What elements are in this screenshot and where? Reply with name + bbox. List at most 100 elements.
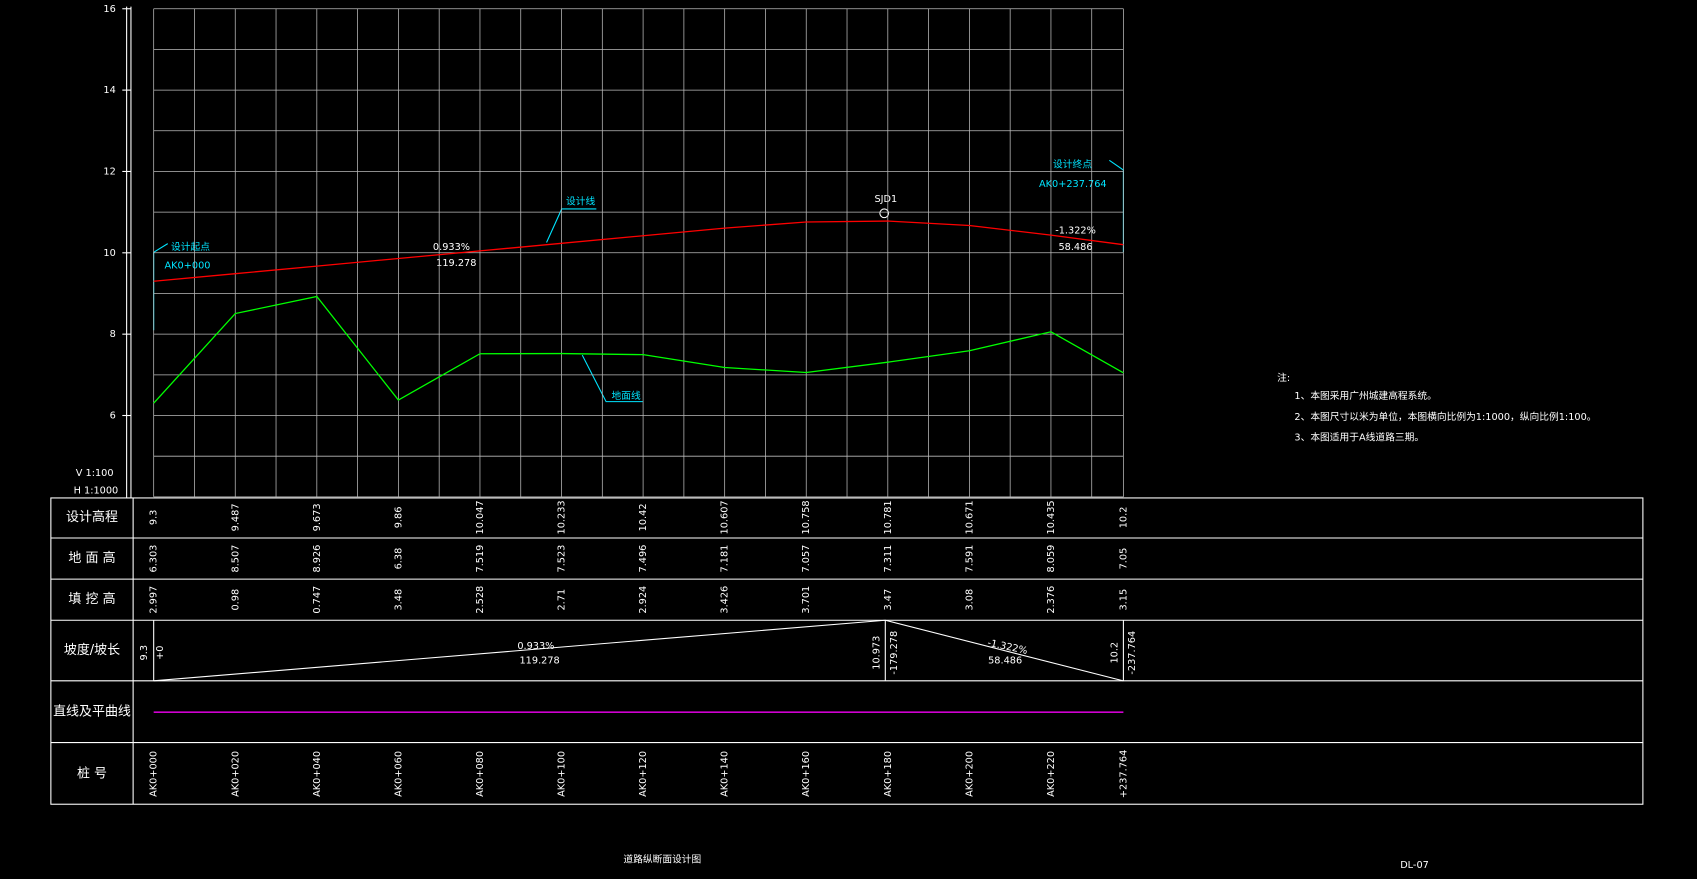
- scale-label: H 1:1000: [74, 485, 119, 496]
- ground-elevation: 8.507: [230, 545, 241, 573]
- series-line: [153, 220, 1124, 282]
- y-tick-label: 6: [110, 411, 116, 422]
- fill-cut: 0.98: [230, 589, 241, 611]
- grade-label: -1.322%: [986, 638, 1028, 657]
- grade-label: 119.278: [519, 655, 559, 666]
- note: 1、本图采用广州城建高程系统。: [1294, 389, 1436, 402]
- station: AK0+200: [964, 751, 975, 797]
- fill-cut: 3.47: [883, 589, 894, 611]
- grade-label: 0.933%: [517, 641, 554, 652]
- station: AK0+160: [801, 751, 812, 797]
- scale-label: V 1:100: [76, 468, 114, 479]
- design-elevation: 10.2: [1118, 507, 1129, 529]
- y-tick-label: 14: [103, 85, 115, 96]
- fill-cut: 3.48: [393, 589, 404, 611]
- design-elevation: 9.3: [149, 510, 160, 525]
- ground-elevation: 6.38: [393, 548, 404, 570]
- station: AK0+140: [720, 751, 731, 797]
- grade-label: -179.278: [889, 631, 900, 675]
- annotation: -1.322%: [1055, 226, 1096, 237]
- design-elevation: 10.758: [801, 500, 812, 534]
- design-elevation: 9.487: [230, 503, 241, 531]
- design-elevation: 10.781: [883, 500, 894, 534]
- notes-title: 注:: [1277, 371, 1290, 384]
- fill-cut: 2.71: [557, 589, 568, 611]
- drawing-title: 道路纵断面设计图: [623, 852, 701, 865]
- fill-cut: 3.701: [801, 586, 812, 614]
- grade-label: 10.2: [1110, 642, 1121, 664]
- fill-cut: 2.924: [638, 586, 649, 614]
- ground-elevation: 7.057: [801, 545, 812, 573]
- leader: [153, 243, 169, 331]
- pvi-marker: [879, 208, 890, 219]
- design-elevation: 10.42: [638, 503, 649, 531]
- design-elevation: 10.435: [1046, 500, 1057, 534]
- drawing-code: DL-07: [1400, 860, 1429, 871]
- station: AK0+100: [557, 751, 568, 797]
- table-frame: [50, 497, 1644, 805]
- row-header: 设计高程: [66, 509, 118, 525]
- y-tick-label: 16: [103, 4, 115, 15]
- station: AK0+120: [638, 751, 649, 797]
- ground-elevation: 6.303: [149, 545, 160, 573]
- annotation: 119.278: [436, 258, 476, 269]
- station: AK0+220: [1046, 751, 1057, 797]
- row-header: 地 面 高: [68, 550, 115, 566]
- ground-elevation: 8.926: [312, 545, 323, 573]
- fill-cut: 0.747: [312, 586, 323, 614]
- series-label: 地面线: [611, 389, 640, 402]
- station: AK0+060: [393, 751, 404, 797]
- design-elevation: 10.233: [557, 500, 568, 534]
- ground-elevation: 7.496: [638, 545, 649, 573]
- note: 2、本图尺寸以米为单位，本图横向比例为1:1000，纵向比例1:100。: [1294, 410, 1596, 423]
- row-header: 填 挖 高: [68, 591, 115, 607]
- ground-elevation: 7.523: [557, 545, 568, 573]
- design-elevation: 10.607: [720, 500, 731, 534]
- fill-cut: 2.528: [475, 586, 486, 614]
- grade-label: 58.486: [988, 655, 1022, 666]
- row-header: 坡度/坡长: [64, 642, 120, 658]
- fill-cut: 3.426: [720, 586, 731, 614]
- leader: [546, 208, 597, 243]
- ground-elevation: 8.059: [1046, 545, 1057, 573]
- ground-elevation: 7.181: [720, 545, 731, 573]
- annotation: 设计终点: [1053, 158, 1092, 171]
- grade-diagram: [153, 619, 1124, 682]
- y-tick-label: 10: [103, 248, 115, 259]
- row-header: 直线及平曲线: [53, 705, 131, 720]
- leader: [581, 354, 643, 403]
- y-tick-label: 12: [103, 166, 115, 177]
- y-tick-label: 8: [110, 329, 116, 340]
- fill-cut: 3.08: [964, 589, 975, 611]
- series-line: [153, 295, 1124, 404]
- ground-elevation: 7.519: [475, 545, 486, 573]
- grade-label: 9.3: [139, 645, 150, 660]
- station: AK0+040: [312, 751, 323, 797]
- annotation: 58.486: [1058, 242, 1092, 253]
- design-elevation: 10.047: [475, 500, 486, 534]
- station: +237.764: [1118, 750, 1129, 798]
- grade-label: +0: [155, 646, 166, 660]
- ground-elevation: 7.311: [883, 545, 894, 573]
- row-header: 桩 号: [77, 766, 107, 781]
- note: 3、本图适用于A线道路三期。: [1294, 430, 1424, 443]
- station: AK0+020: [230, 751, 241, 797]
- grade-label: 10.973: [872, 636, 883, 670]
- design-elevation: 10.671: [964, 500, 975, 534]
- leader: [1109, 159, 1124, 253]
- station: AK0+000: [149, 751, 160, 797]
- station: AK0+180: [883, 751, 894, 797]
- fill-cut: 3.15: [1118, 589, 1129, 611]
- fill-cut: 2.997: [149, 586, 160, 614]
- annotation: 设计起点: [171, 240, 210, 253]
- annotation: AK0+000: [165, 260, 211, 271]
- grade-label: -237.764: [1127, 631, 1138, 675]
- design-elevation: 9.673: [312, 503, 323, 531]
- annotation: 0.933%: [433, 242, 470, 253]
- annotation: SJD1: [874, 194, 897, 205]
- ground-elevation: 7.05: [1118, 548, 1129, 570]
- ground-elevation: 7.591: [964, 545, 975, 573]
- annotation: AK0+237.764: [1039, 179, 1107, 190]
- fill-cut: 2.376: [1046, 586, 1057, 614]
